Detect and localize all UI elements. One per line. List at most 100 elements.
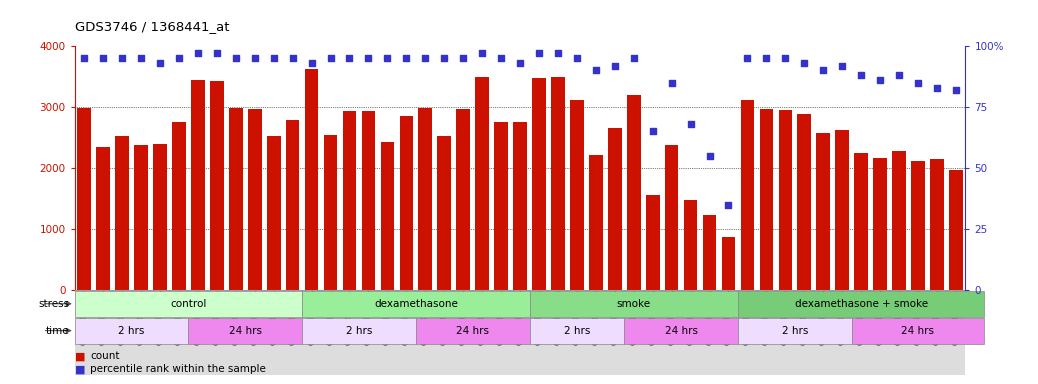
- Point: [872, 77, 889, 83]
- Point: [588, 67, 604, 73]
- Point: [342, 55, 358, 61]
- Point: [720, 202, 737, 208]
- Text: 2 hrs: 2 hrs: [118, 326, 144, 336]
- Point: [512, 60, 528, 66]
- Text: 24 hrs: 24 hrs: [901, 326, 934, 336]
- Text: time: time: [46, 326, 70, 336]
- Bar: [760, 109, 773, 290]
- Bar: [513, 122, 527, 290]
- Point: [246, 55, 263, 61]
- Bar: [418, 108, 432, 290]
- Text: ■: ■: [75, 351, 85, 361]
- Bar: [854, 153, 868, 290]
- Point: [834, 63, 850, 69]
- Bar: [949, 170, 962, 290]
- Bar: [115, 136, 129, 290]
- Point: [94, 55, 111, 61]
- Bar: [608, 128, 622, 290]
- Bar: [930, 159, 944, 290]
- Bar: [210, 81, 223, 290]
- Text: GDS3746 / 1368441_at: GDS3746 / 1368441_at: [75, 20, 229, 33]
- Point: [530, 50, 547, 56]
- Text: control: control: [170, 299, 207, 309]
- Point: [170, 55, 187, 61]
- Point: [739, 55, 756, 61]
- Point: [455, 55, 471, 61]
- Point: [909, 79, 926, 86]
- Point: [379, 55, 395, 61]
- Bar: [893, 151, 906, 290]
- Text: 24 hrs: 24 hrs: [456, 326, 489, 336]
- Point: [284, 55, 301, 61]
- Bar: [570, 100, 583, 290]
- Point: [322, 55, 338, 61]
- Text: percentile rank within the sample: percentile rank within the sample: [90, 364, 266, 374]
- Bar: [305, 69, 319, 290]
- Bar: [75, 290, 965, 375]
- Bar: [400, 116, 413, 290]
- Bar: [457, 109, 470, 290]
- Bar: [267, 136, 280, 290]
- Point: [702, 153, 718, 159]
- Bar: [191, 79, 204, 290]
- Bar: [778, 110, 792, 290]
- Point: [360, 55, 377, 61]
- Point: [929, 84, 946, 91]
- Text: ■: ■: [75, 364, 85, 374]
- Text: 24 hrs: 24 hrs: [664, 326, 698, 336]
- Bar: [589, 155, 603, 290]
- Bar: [189, 318, 302, 344]
- Point: [663, 79, 680, 86]
- Point: [645, 128, 661, 134]
- Point: [76, 55, 92, 61]
- Point: [303, 60, 320, 66]
- Bar: [154, 144, 167, 290]
- Point: [777, 55, 794, 61]
- Point: [796, 60, 813, 66]
- Point: [550, 50, 567, 56]
- Bar: [684, 200, 698, 290]
- Bar: [721, 237, 735, 290]
- Bar: [343, 111, 356, 290]
- Bar: [873, 158, 886, 290]
- Text: stress: stress: [38, 299, 70, 309]
- Bar: [361, 111, 376, 290]
- Bar: [532, 78, 546, 290]
- Bar: [248, 109, 262, 290]
- Bar: [911, 161, 925, 290]
- Point: [227, 55, 244, 61]
- Point: [209, 50, 225, 56]
- Text: 2 hrs: 2 hrs: [564, 326, 590, 336]
- Bar: [97, 147, 110, 290]
- Bar: [494, 122, 508, 290]
- Bar: [740, 100, 755, 290]
- Text: dexamethasone + smoke: dexamethasone + smoke: [794, 299, 928, 309]
- Bar: [624, 318, 738, 344]
- Point: [569, 55, 585, 61]
- Point: [152, 60, 168, 66]
- Bar: [646, 195, 659, 290]
- Bar: [324, 135, 337, 290]
- Bar: [738, 291, 984, 317]
- Point: [133, 55, 149, 61]
- Bar: [285, 121, 300, 290]
- Bar: [529, 318, 624, 344]
- Point: [266, 55, 282, 61]
- Bar: [172, 122, 186, 290]
- Point: [758, 55, 774, 61]
- Point: [114, 55, 131, 61]
- Text: 2 hrs: 2 hrs: [782, 326, 808, 336]
- Text: count: count: [90, 351, 119, 361]
- Point: [417, 55, 434, 61]
- Text: 24 hrs: 24 hrs: [228, 326, 262, 336]
- Point: [398, 55, 414, 61]
- Point: [853, 72, 870, 78]
- Text: 2 hrs: 2 hrs: [346, 326, 373, 336]
- Point: [682, 121, 699, 127]
- Bar: [437, 136, 452, 290]
- Point: [948, 87, 964, 93]
- Bar: [229, 108, 243, 290]
- Bar: [851, 318, 984, 344]
- Bar: [416, 318, 529, 344]
- Bar: [703, 215, 716, 290]
